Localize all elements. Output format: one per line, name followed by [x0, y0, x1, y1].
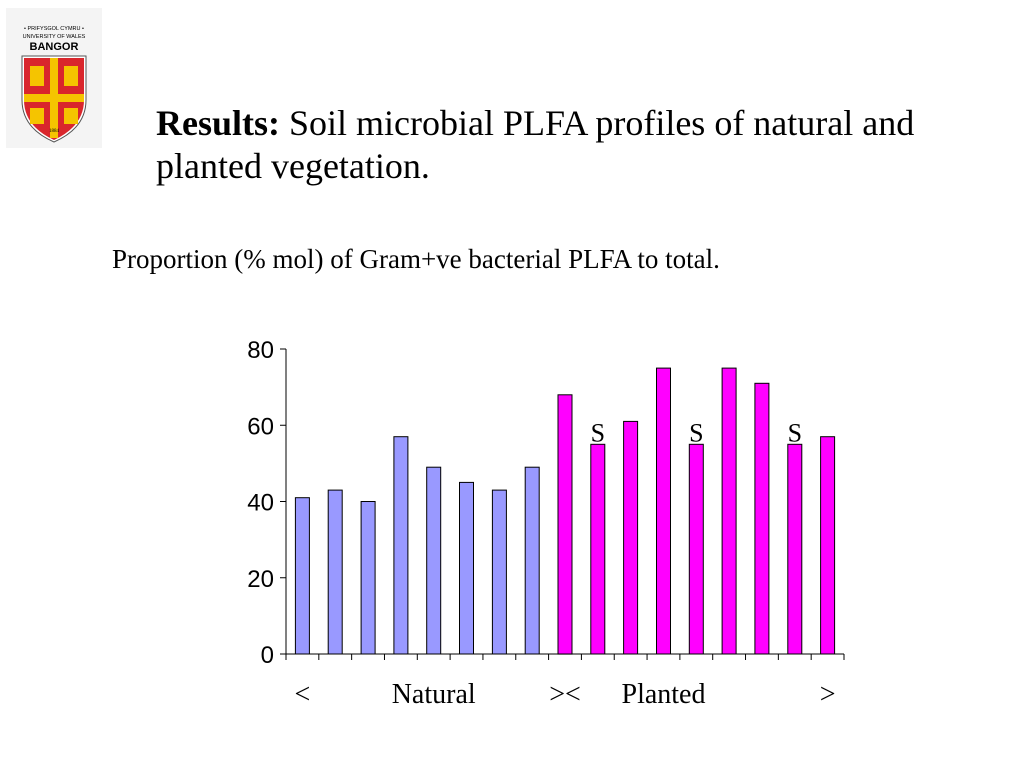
bar	[491, 489, 507, 655]
bar	[426, 466, 442, 655]
bar	[294, 497, 310, 655]
slide-title-rest: Soil microbial PLFA profiles of natural …	[156, 103, 915, 187]
bar	[754, 382, 770, 655]
logo-text-line2: UNIVERSITY OF WALES	[23, 34, 86, 40]
logo-year: 1884	[49, 129, 60, 134]
bar	[721, 367, 737, 655]
bar	[393, 436, 409, 655]
y-tick-label: 60	[247, 413, 274, 440]
bar	[820, 436, 836, 655]
y-tick-label: 0	[261, 642, 274, 669]
bar-annotation: S	[788, 418, 802, 447]
bar	[688, 443, 704, 655]
bar	[459, 481, 474, 655]
x-axis: < Natural >< Planted >	[285, 653, 845, 710]
x-axis-label: >	[820, 679, 836, 710]
bars	[294, 367, 836, 655]
bar-annotation: S	[591, 418, 605, 447]
logo-text-line3: BANGOR	[30, 41, 79, 53]
bar	[787, 443, 803, 655]
y-tick-label: 20	[247, 566, 274, 593]
bar	[360, 501, 376, 655]
bar	[623, 420, 639, 655]
x-axis-label: Planted	[622, 679, 706, 710]
bar	[590, 443, 606, 655]
logo-text-line1: • PRIFYSGOL CYMRU •	[24, 26, 84, 32]
x-axis-label: Natural	[392, 679, 476, 710]
bar	[656, 367, 671, 655]
slide-title-bold: Results:	[156, 103, 280, 143]
y-axis: 0 20 40 60 80	[247, 337, 287, 669]
bar	[327, 489, 343, 655]
bar	[524, 466, 540, 655]
y-tick-label: 80	[247, 337, 274, 364]
slide-subtitle: Proportion (% mol) of Gram+ve bacterial …	[112, 244, 720, 274]
x-axis-label: ><	[549, 679, 581, 710]
bar	[557, 394, 573, 655]
bar-annotation: S	[689, 418, 703, 447]
x-axis-label: <	[295, 679, 311, 710]
university-crest-icon: • PRIFYSGOL CYMRU • UNIVERSITY OF WALES …	[6, 8, 102, 148]
slide-title: Results: Soil microbial PLFA profiles of…	[156, 102, 916, 188]
y-tick-label: 40	[247, 490, 274, 517]
